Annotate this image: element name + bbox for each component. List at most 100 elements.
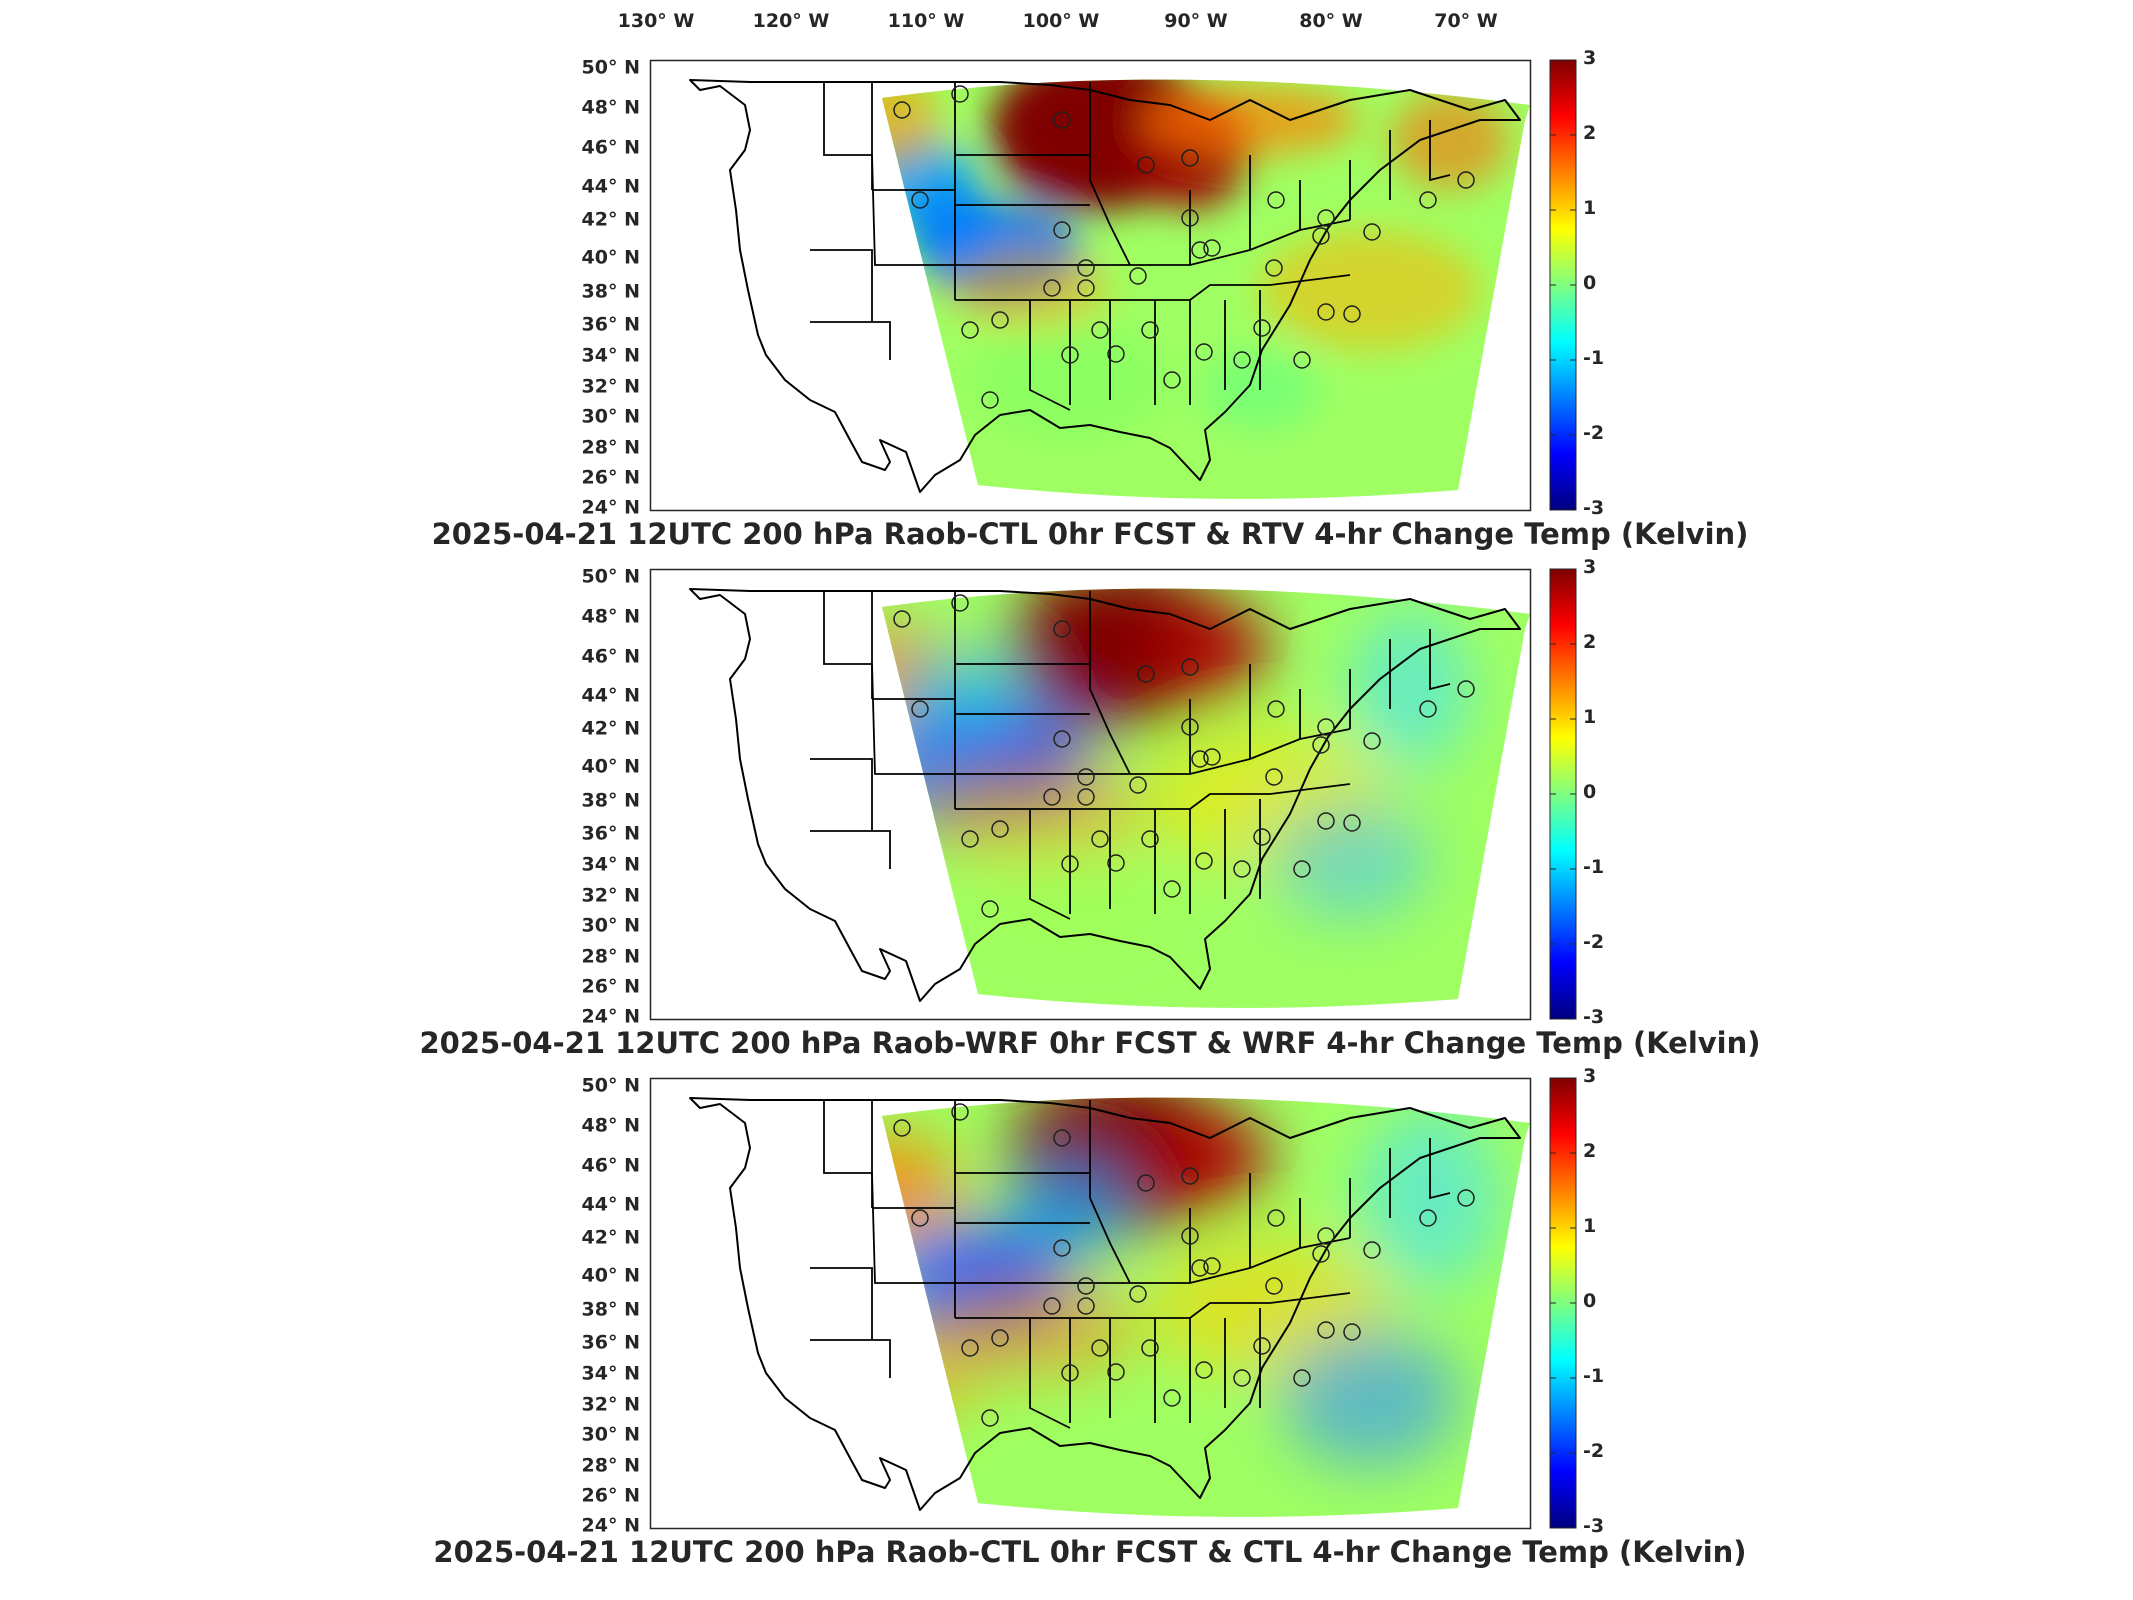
raob-station-marker: [1363, 1241, 1381, 1259]
raob-stations: [893, 1103, 1475, 1427]
raob-station-marker: [1107, 1363, 1125, 1381]
raob-station-marker: [1419, 191, 1437, 209]
raob-station-marker: [1195, 343, 1213, 361]
raob-station-marker: [1265, 259, 1283, 277]
latitude-label: 40° N: [582, 1265, 640, 1287]
raob-stations: [893, 85, 1475, 409]
latitude-label: 32° N: [582, 376, 640, 398]
latitude-label: 32° N: [582, 885, 640, 907]
raob-station-marker: [1457, 680, 1475, 698]
raob-station-marker: [911, 191, 929, 209]
latitude-label: 48° N: [582, 1115, 640, 1137]
raob-stations: [893, 594, 1475, 918]
raob-station-marker: [1053, 1239, 1071, 1257]
coastline: [689, 588, 1521, 1002]
raob-station-marker: [1077, 279, 1095, 297]
anomaly-region: [1010, 1158, 1130, 1258]
raob-station-marker: [1137, 156, 1155, 174]
map-frame: [649, 59, 1532, 512]
raob-station-marker: [1181, 718, 1199, 736]
raob-station-marker: [1053, 730, 1071, 748]
raob-station-marker: [1343, 1323, 1361, 1341]
raob-station-marker: [1181, 149, 1199, 167]
latitude-label: 46° N: [582, 1155, 640, 1177]
longitude-label: 80° W: [1299, 10, 1363, 32]
latitude-label: 24° N: [582, 497, 640, 519]
raob-station-marker: [1253, 319, 1271, 337]
latitude-label: 48° N: [582, 606, 640, 628]
raob-station-marker: [1253, 1337, 1271, 1355]
anomaly-region: [882, 79, 940, 170]
raob-station-marker: [1163, 371, 1181, 389]
colorbar-tick-label: 0: [1583, 272, 1596, 294]
raob-station-marker: [1181, 1227, 1199, 1245]
anomaly-region: [1390, 90, 1510, 190]
longitude-label: 100° W: [1023, 10, 1100, 32]
map-frame: [649, 568, 1532, 1021]
raob-station-marker: [991, 311, 1009, 329]
latitude-label: 36° N: [582, 1332, 640, 1354]
raob-station-marker: [1137, 1174, 1155, 1192]
raob-station-marker: [961, 321, 979, 339]
latitude-label: 36° N: [582, 314, 640, 336]
colorbar-tick-label: -1: [1583, 856, 1604, 878]
colorbar-tick-label: 2: [1583, 1140, 1596, 1162]
state-boundaries: [810, 591, 1451, 920]
raob-station-marker: [1061, 1364, 1079, 1382]
raob-station-marker: [1203, 239, 1221, 257]
raob-station-marker: [1129, 776, 1147, 794]
raob-station-marker: [961, 830, 979, 848]
raob-station-marker: [1053, 221, 1071, 239]
raob-station-marker: [1191, 1259, 1209, 1277]
raob-station-marker: [1181, 209, 1199, 227]
raob-station-marker: [1317, 209, 1335, 227]
colorbar-tick-label: -2: [1583, 422, 1604, 444]
raob-station-marker: [1265, 1277, 1283, 1295]
latitude-label: 28° N: [582, 437, 640, 459]
colorbar-tick-label: 0: [1583, 781, 1596, 803]
latitude-label: 26° N: [582, 976, 640, 998]
raob-station-marker: [1419, 700, 1437, 718]
raob-station-marker: [1293, 1369, 1311, 1387]
raob-station-marker: [1363, 223, 1381, 241]
colorbar-tick-label: -1: [1583, 1365, 1604, 1387]
raob-station-marker: [893, 101, 911, 119]
latitude-label: 46° N: [582, 646, 640, 668]
panel-title: 2025-04-21 12UTC 200 hPa Raob-CTL 0hr FC…: [432, 517, 1749, 551]
raob-station-marker: [951, 1103, 969, 1121]
latitude-label: 44° N: [582, 685, 640, 707]
raob-station-marker: [1191, 241, 1209, 259]
latitude-label: 48° N: [582, 97, 640, 119]
colorbar: 3 2 1 0 -1 -2 -3: [1549, 1065, 1604, 1537]
colorbar-tick-label: -3: [1583, 1006, 1604, 1028]
panel-title: 2025-04-21 12UTC 200 hPa Raob-CTL 0hr FC…: [433, 1535, 1746, 1569]
raob-station-marker: [893, 1119, 911, 1137]
raob-station-marker: [1419, 1209, 1437, 1227]
raob-station-marker: [1233, 1369, 1251, 1387]
raob-station-marker: [981, 900, 999, 918]
anomaly-region: [900, 185, 1000, 265]
anomaly-region: [1260, 230, 1480, 350]
colorbar-tick-label: 3: [1583, 47, 1596, 69]
raob-station-marker: [1053, 1129, 1071, 1147]
latitude-label: 42° N: [582, 718, 640, 740]
colorbar-tick-label: 2: [1583, 631, 1596, 653]
raob-station-marker: [1091, 830, 1109, 848]
latitude-label: 38° N: [582, 1299, 640, 1321]
raob-station-marker: [981, 1409, 999, 1427]
raob-station-marker: [1317, 1321, 1335, 1339]
raob-station-marker: [951, 594, 969, 612]
longitude-label: 120° W: [753, 10, 830, 32]
latitude-label: 24° N: [582, 1515, 640, 1537]
raob-station-marker: [1267, 1209, 1285, 1227]
raob-station-marker: [1053, 620, 1071, 638]
longitude-label: 90° W: [1164, 10, 1228, 32]
raob-station-marker: [1163, 880, 1181, 898]
raob-station-marker: [1163, 1389, 1181, 1407]
raob-station-marker: [1061, 346, 1079, 364]
colorbar-tick-label: -1: [1583, 347, 1604, 369]
raob-station-marker: [1457, 1189, 1475, 1207]
latitude-label: 38° N: [582, 790, 640, 812]
raob-station-marker: [1141, 321, 1159, 339]
